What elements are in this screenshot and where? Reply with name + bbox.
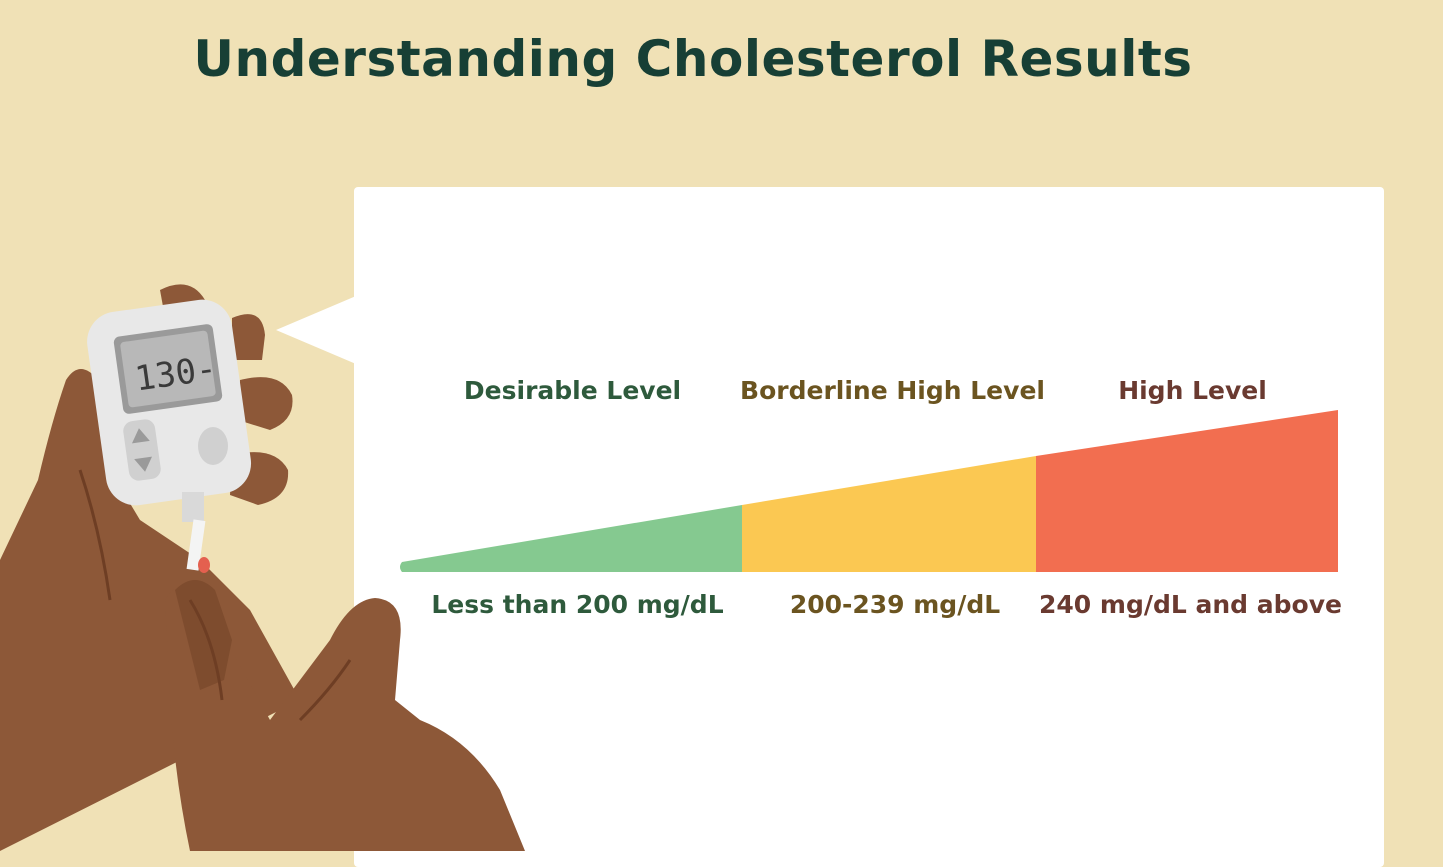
hand-illustration: 130- <box>0 284 525 851</box>
level-label-borderline: Borderline High Level <box>740 376 1045 405</box>
range-label-borderline: 200-239 mg/dL <box>789 590 1001 619</box>
level-label-high: High Level <box>1118 376 1267 405</box>
range-label-desirable: Less than 200 mg/dL <box>431 590 724 619</box>
page-title: Understanding Cholesterol Results <box>193 30 1193 88</box>
level-label-desirable: Desirable Level <box>463 376 682 405</box>
hand-icon <box>0 284 525 851</box>
speech-tail <box>276 296 356 364</box>
blood-drop-icon <box>186 519 210 573</box>
range-label-high: 240 mg/dL and above <box>1039 590 1342 619</box>
glucose-meter-icon: 130- <box>87 299 252 522</box>
